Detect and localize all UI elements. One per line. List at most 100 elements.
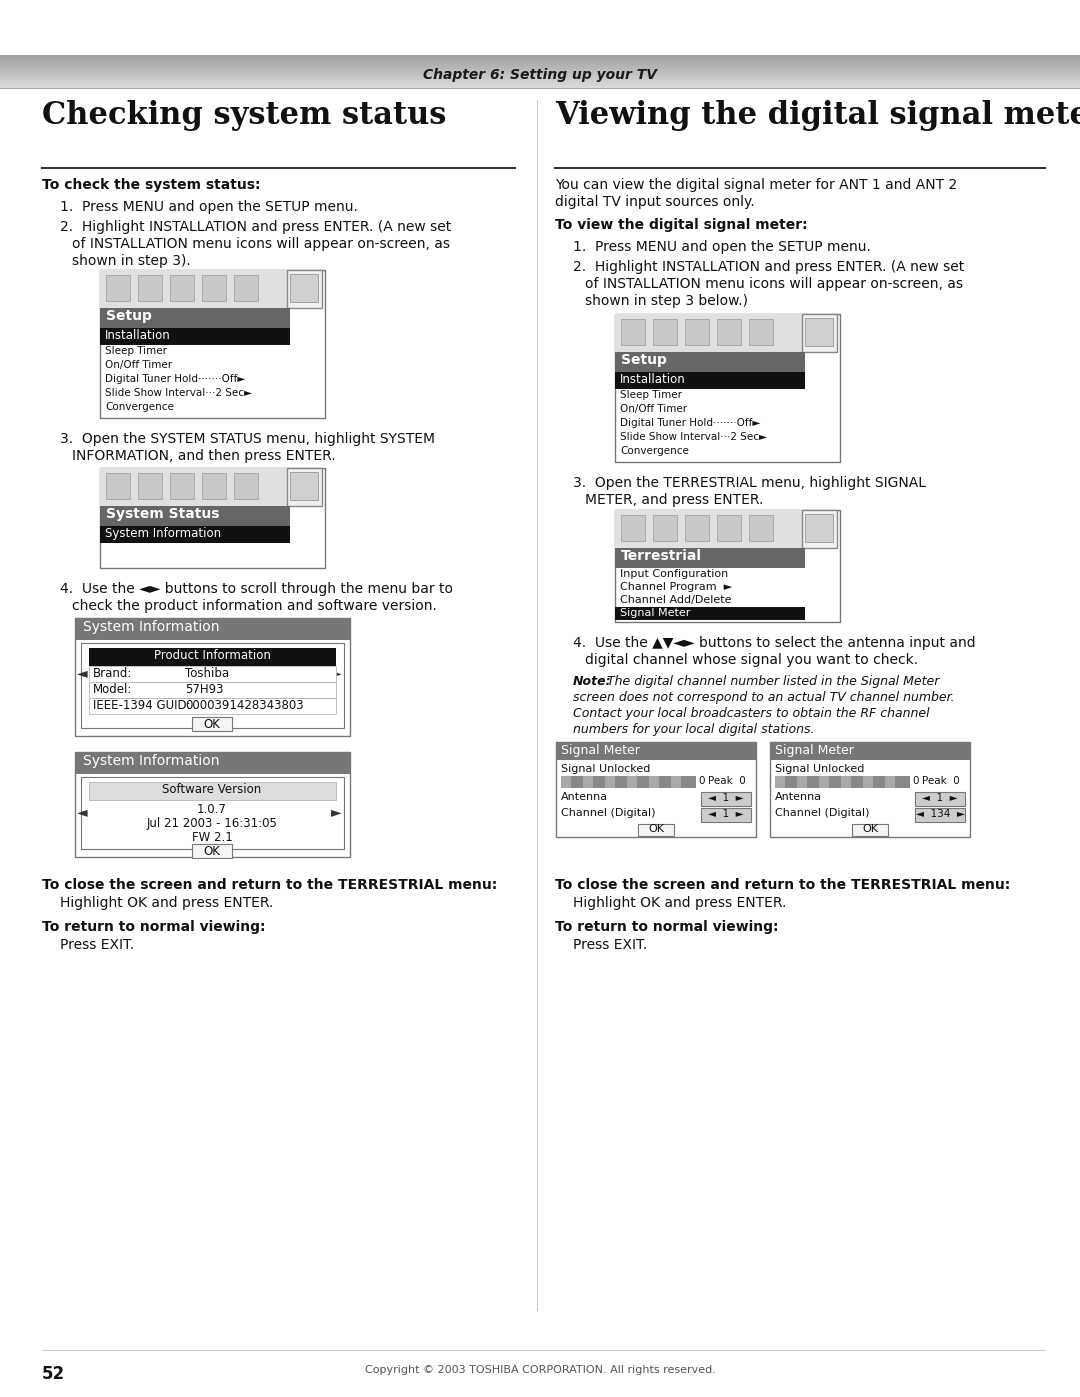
Text: Sleep Timer: Sleep Timer bbox=[105, 346, 167, 356]
Bar bbox=[100, 270, 291, 307]
Bar bbox=[653, 319, 677, 345]
Bar bbox=[750, 515, 773, 541]
Text: System Status: System Status bbox=[106, 507, 219, 521]
Text: Product Information: Product Information bbox=[153, 650, 270, 662]
Text: Convergence: Convergence bbox=[620, 446, 689, 455]
Text: Sleep Timer: Sleep Timer bbox=[620, 390, 681, 400]
Text: Channel (Digital): Channel (Digital) bbox=[775, 807, 869, 819]
Bar bbox=[852, 824, 888, 835]
Bar bbox=[717, 319, 741, 345]
Text: 1.  Press MENU and open the SETUP menu.: 1. Press MENU and open the SETUP menu. bbox=[60, 200, 357, 214]
Text: Channel (Digital): Channel (Digital) bbox=[561, 807, 656, 819]
Bar bbox=[649, 775, 659, 788]
Bar bbox=[770, 742, 970, 837]
Bar bbox=[615, 314, 805, 352]
Text: Setup: Setup bbox=[621, 353, 666, 367]
Text: Checking system status: Checking system status bbox=[42, 101, 446, 131]
Text: Chapter 6: Setting up your TV: Chapter 6: Setting up your TV bbox=[423, 68, 657, 82]
Text: ◄  1  ►: ◄ 1 ► bbox=[708, 809, 744, 819]
Text: Toshiba: Toshiba bbox=[185, 666, 229, 680]
Text: OK: OK bbox=[203, 845, 220, 858]
Text: The digital channel number listed in the Signal Meter: The digital channel number listed in the… bbox=[607, 675, 940, 687]
Text: ◄  134  ►: ◄ 134 ► bbox=[916, 809, 964, 819]
Text: Slide Show Interval···2 Sec►: Slide Show Interval···2 Sec► bbox=[105, 388, 252, 398]
Bar bbox=[170, 275, 194, 300]
Text: ◄: ◄ bbox=[77, 666, 87, 680]
Text: Press EXIT.: Press EXIT. bbox=[573, 937, 647, 951]
Bar bbox=[615, 608, 805, 620]
Text: Setup: Setup bbox=[106, 309, 152, 323]
Text: To close the screen and return to the TERRESTRIAL menu:: To close the screen and return to the TE… bbox=[555, 877, 1010, 893]
Bar bbox=[797, 775, 807, 788]
Text: Antenna: Antenna bbox=[561, 792, 608, 802]
Text: 57H93: 57H93 bbox=[185, 683, 224, 696]
Bar bbox=[915, 807, 966, 821]
Text: Peak  0: Peak 0 bbox=[708, 775, 746, 787]
Text: digital TV input sources only.: digital TV input sources only. bbox=[555, 196, 755, 210]
Text: Signal Meter: Signal Meter bbox=[620, 608, 690, 617]
Bar bbox=[561, 775, 696, 788]
Text: OK: OK bbox=[203, 718, 220, 731]
Bar bbox=[685, 515, 708, 541]
Bar bbox=[89, 782, 336, 800]
Bar bbox=[685, 319, 708, 345]
Bar bbox=[202, 474, 226, 499]
Bar bbox=[621, 319, 645, 345]
Text: digital channel whose signal you want to check.: digital channel whose signal you want to… bbox=[585, 652, 918, 666]
Bar bbox=[556, 742, 756, 837]
Text: Signal Unlocked: Signal Unlocked bbox=[561, 764, 650, 774]
Bar bbox=[75, 752, 350, 856]
Bar bbox=[583, 775, 593, 788]
Text: ►: ► bbox=[332, 666, 342, 680]
Text: OK: OK bbox=[862, 824, 878, 834]
Text: ►: ► bbox=[332, 805, 342, 819]
Bar bbox=[627, 775, 637, 788]
Bar bbox=[802, 510, 837, 548]
Bar bbox=[863, 775, 873, 788]
Bar bbox=[841, 775, 851, 788]
Text: Signal Unlocked: Signal Unlocked bbox=[775, 764, 864, 774]
Bar bbox=[100, 468, 291, 506]
Text: IEEE-1394 GUID:: IEEE-1394 GUID: bbox=[93, 698, 191, 712]
Bar bbox=[615, 548, 805, 569]
Text: check the product information and software version.: check the product information and softwa… bbox=[72, 599, 437, 613]
Text: 4.  Use the ◄► buttons to scroll through the menu bar to: 4. Use the ◄► buttons to scroll through … bbox=[60, 583, 453, 597]
Bar bbox=[561, 775, 571, 788]
Bar bbox=[100, 506, 291, 527]
Text: ◄: ◄ bbox=[77, 805, 87, 819]
Text: System Information: System Information bbox=[83, 754, 219, 768]
Bar bbox=[192, 844, 232, 858]
Bar bbox=[100, 468, 325, 569]
Bar bbox=[605, 775, 615, 788]
Text: Model:: Model: bbox=[93, 683, 133, 696]
Bar bbox=[89, 666, 336, 682]
Bar bbox=[291, 472, 318, 500]
Bar bbox=[775, 775, 910, 788]
Bar bbox=[701, 792, 751, 806]
Text: 52: 52 bbox=[42, 1365, 65, 1383]
Bar bbox=[802, 314, 837, 352]
Text: INFORMATION, and then press ENTER.: INFORMATION, and then press ENTER. bbox=[72, 448, 336, 462]
Text: To close the screen and return to the TERRESTRIAL menu:: To close the screen and return to the TE… bbox=[42, 877, 497, 893]
Text: Highlight OK and press ENTER.: Highlight OK and press ENTER. bbox=[573, 895, 786, 909]
Text: Digital Tuner Hold·······Off►: Digital Tuner Hold·······Off► bbox=[620, 418, 760, 427]
Text: System Information: System Information bbox=[105, 527, 221, 541]
Bar bbox=[202, 275, 226, 300]
Text: Viewing the digital signal meter: Viewing the digital signal meter bbox=[555, 101, 1080, 131]
Text: 0000391428343803: 0000391428343803 bbox=[185, 698, 303, 712]
Bar bbox=[287, 270, 322, 307]
Text: You can view the digital signal meter for ANT 1 and ANT 2: You can view the digital signal meter fo… bbox=[555, 177, 957, 191]
Bar bbox=[234, 275, 258, 300]
Text: Channel Add/Delete: Channel Add/Delete bbox=[620, 595, 731, 605]
Text: 1.  Press MENU and open the SETUP menu.: 1. Press MENU and open the SETUP menu. bbox=[573, 240, 870, 254]
Text: Jul 21 2003 - 16:31:05: Jul 21 2003 - 16:31:05 bbox=[147, 817, 278, 830]
Bar bbox=[805, 514, 833, 542]
Text: Digital Tuner Hold·······Off►: Digital Tuner Hold·······Off► bbox=[105, 374, 245, 384]
Text: Signal Meter: Signal Meter bbox=[561, 745, 639, 757]
Bar bbox=[89, 698, 336, 714]
Bar bbox=[106, 275, 130, 300]
Text: Signal Meter: Signal Meter bbox=[775, 745, 854, 757]
Text: 2.  Highlight INSTALLATION and press ENTER. (A new set: 2. Highlight INSTALLATION and press ENTE… bbox=[60, 219, 451, 235]
Text: 1.0.7: 1.0.7 bbox=[197, 803, 227, 816]
Text: Installation: Installation bbox=[620, 373, 686, 386]
